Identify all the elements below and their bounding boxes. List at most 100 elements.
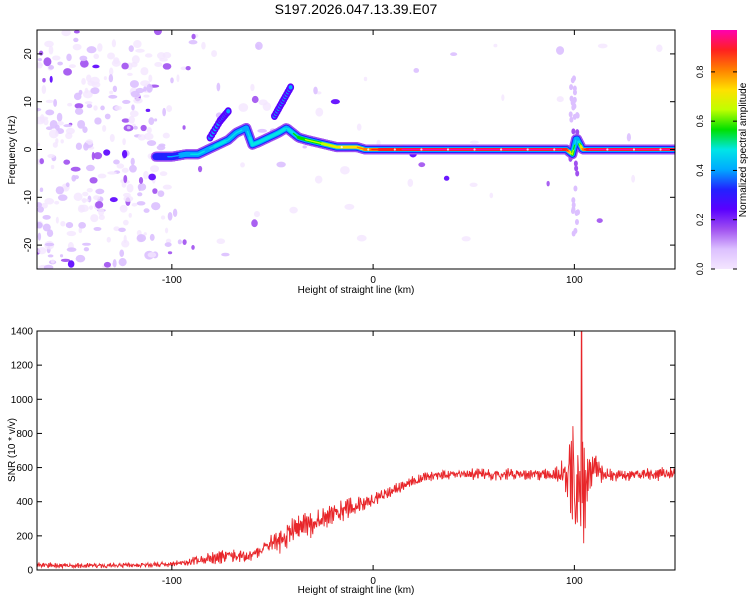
noise-blob (103, 149, 111, 156)
noise-blob (89, 205, 94, 210)
side-feature-core (226, 109, 231, 114)
noise-blob (251, 219, 258, 228)
snr-x-tick-label: -100 (162, 576, 182, 587)
noise-blob (78, 222, 87, 229)
noise-blob (119, 204, 128, 213)
spike-blob (569, 84, 574, 91)
noise-blob (162, 184, 172, 190)
noise-blob (63, 124, 73, 128)
noise-blob (126, 126, 131, 130)
noise-blob (39, 158, 44, 165)
noise-blob (86, 46, 97, 54)
noise-blob (276, 161, 286, 168)
spectrogram-y-tick-label: 20 (23, 48, 34, 60)
spike-blob (574, 218, 579, 225)
spike-blob (571, 99, 576, 106)
noise-blob (133, 40, 142, 49)
noise-blob (118, 227, 126, 233)
noise-blob (159, 58, 168, 62)
noise-blob (103, 76, 107, 81)
noise-blob (140, 67, 149, 76)
noise-blob (65, 182, 70, 188)
noise-blob (330, 99, 340, 105)
noise-blob (114, 105, 122, 111)
noise-blob (61, 30, 71, 37)
snr-x-tick-label: 100 (566, 576, 583, 587)
noise-blob (221, 252, 230, 257)
noise-blob (109, 90, 114, 95)
ridge-segment (574, 138, 577, 145)
noise-blob (37, 247, 47, 255)
noise-blob (48, 65, 55, 70)
noise-blob (162, 63, 172, 70)
noise-blob (55, 216, 59, 224)
noise-blob (66, 247, 77, 252)
noise-blob (79, 59, 89, 68)
noise-blob (78, 89, 83, 95)
spike-blob (575, 129, 580, 136)
noise-blob (37, 206, 44, 213)
noise-blob (47, 254, 54, 258)
noise-blob (143, 232, 147, 236)
noise-blob (42, 223, 51, 232)
noise-blob (108, 74, 114, 83)
noise-blob (443, 175, 450, 181)
noise-blob (129, 164, 137, 173)
noise-blob (167, 211, 173, 221)
noise-blob (93, 152, 103, 160)
snr-y-tick-label: 400 (16, 497, 33, 508)
noise-blob (356, 234, 367, 242)
noise-blob (121, 118, 130, 123)
noise-blob (52, 55, 61, 61)
noise-blob (98, 207, 105, 217)
noise-blob (137, 134, 146, 141)
noise-blob (106, 236, 111, 243)
noise-blob (164, 227, 169, 234)
noise-blob (158, 143, 166, 147)
noise-blob (257, 128, 268, 133)
snr-y-tick-label: 1200 (11, 361, 34, 372)
noise-blob (314, 175, 323, 184)
spike-blob (570, 208, 575, 215)
noise-blob (133, 97, 143, 104)
noise-blob (93, 226, 102, 231)
ridge-segment (571, 148, 575, 155)
noise-blob (123, 195, 134, 202)
ridge-highlight (606, 148, 609, 151)
noise-blob (86, 103, 93, 109)
noise-blob (57, 61, 63, 66)
noise-blob (177, 239, 182, 245)
noise-blob (112, 259, 117, 268)
noise-blob (162, 107, 167, 117)
noise-blob (182, 125, 186, 130)
noise-blob (143, 208, 150, 213)
noise-blob (109, 67, 114, 76)
noise-blob (153, 30, 162, 36)
noise-blob (121, 239, 130, 248)
noise-blob (185, 65, 191, 71)
noise-blob (89, 177, 98, 184)
noise-blob (78, 227, 83, 234)
noise-blob (258, 99, 268, 106)
noise-blob (122, 99, 131, 104)
noise-blob (501, 94, 505, 102)
snr-y-axis-label: SNR (10 * v/v) (7, 418, 18, 482)
noise-blob (94, 117, 102, 125)
noise-blob (597, 43, 608, 49)
noise-blob (75, 254, 86, 263)
noise-blob (74, 103, 84, 109)
colorbar-ticks: 0.0 0.2 0.4 0.6 0.8 (695, 66, 737, 275)
noise-blob (129, 110, 139, 118)
noise-blob (111, 39, 117, 48)
spectrogram-x-tick-label: -100 (162, 275, 182, 286)
noise-blob (133, 125, 138, 130)
ridge-highlight (473, 148, 476, 151)
noise-blob (154, 118, 158, 122)
noise-blob (113, 226, 120, 232)
noise-blob (86, 164, 95, 172)
noise-blob (469, 182, 478, 187)
noise-blob (38, 50, 44, 56)
noise-blob (48, 45, 54, 55)
snr-y-tick-label: 200 (16, 531, 33, 542)
